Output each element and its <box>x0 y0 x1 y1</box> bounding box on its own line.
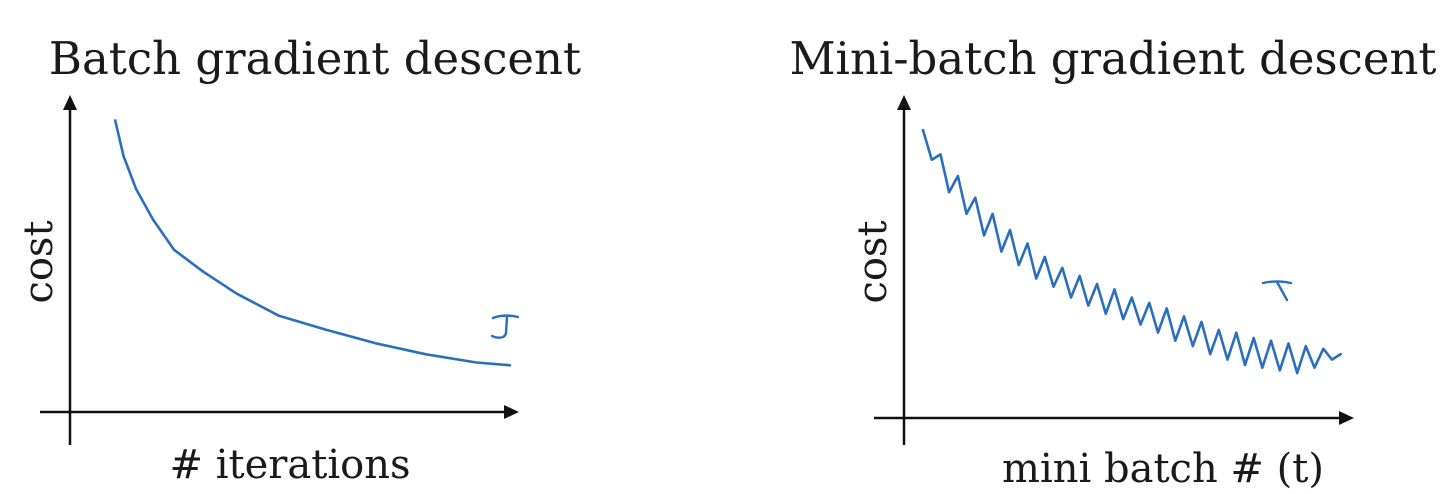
batch-gd-y-arrow <box>63 95 77 110</box>
batch-gd-y-label: cost <box>16 220 62 303</box>
minibatch-gd-x-label: mini batch # (t) <box>1002 446 1324 492</box>
batch-gd-title: Batch gradient descent <box>49 32 581 85</box>
minibatch-gd-title: Mini-batch gradient descent <box>789 32 1436 85</box>
minibatch-gd-j-annotation <box>1261 280 1293 302</box>
batch-gd-panel: Batch gradient descent # iterations cost <box>16 32 581 488</box>
batch-gd-x-arrow <box>504 405 519 419</box>
batch-gd-x-label: # iterations <box>170 442 411 488</box>
minibatch-gd-x-arrow <box>1339 411 1354 425</box>
minibatch-gd-panel: Mini-batch gradient descent mini batch #… <box>789 32 1436 492</box>
batch-gd-j-annotation <box>490 314 520 339</box>
minibatch-gd-y-arrow <box>897 95 911 110</box>
minibatch-gd-y-label: cost <box>850 220 896 303</box>
batch-gd-cost-curve <box>113 119 512 367</box>
minibatch-gd-cost-curve <box>921 128 1342 375</box>
